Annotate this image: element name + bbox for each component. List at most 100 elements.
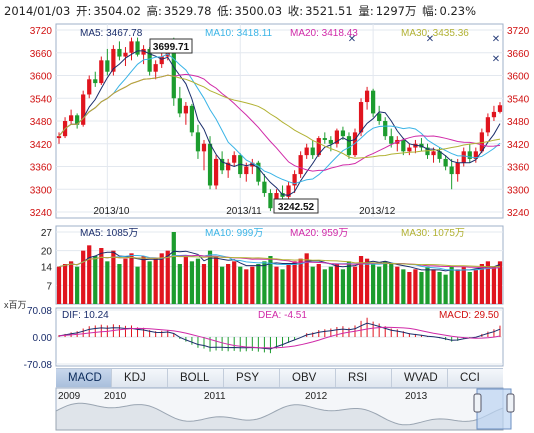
volume-bar [268, 256, 273, 304]
volume-bar [105, 261, 110, 304]
macd-dea-line [58, 326, 501, 349]
x-axis-label: 2013/12 [359, 206, 396, 217]
price-axis-right-tick: 3360 [507, 163, 530, 174]
tab-macd[interactable]: MACD [56, 369, 112, 387]
volume-bar [340, 269, 346, 304]
price-axis-right-tick: 3300 [507, 185, 530, 196]
volume-bar [431, 269, 436, 304]
volume-axis-tick: 27 [41, 228, 53, 239]
volume-bar [244, 269, 249, 304]
candle-body [232, 155, 237, 163]
price-axis-left-tick: 3360 [30, 163, 53, 174]
candle-body [292, 174, 297, 186]
candle-body [268, 193, 273, 209]
volume-bar [352, 266, 358, 304]
volume-bar [250, 266, 255, 304]
volume-bar [183, 256, 188, 304]
volume-bar [201, 264, 207, 304]
price-axis-right-tick: 3660 [507, 49, 530, 60]
volume-bar [449, 266, 454, 304]
volume-bar [304, 253, 309, 304]
candle-body [383, 121, 388, 137]
candle-body [461, 151, 466, 163]
price-ma-line [58, 74, 501, 159]
price-axis-right-tick: 3480 [507, 117, 530, 128]
price-axis-left-tick: 3720 [30, 26, 53, 37]
event-marker-icon: ✕ [426, 34, 434, 45]
candle-body [455, 162, 460, 175]
volume-axis-tick: 20 [41, 247, 53, 258]
macd-axis-tick: -70.08 [24, 360, 53, 371]
tab-boll[interactable]: BOLL [168, 369, 224, 387]
volume-bar [165, 250, 170, 304]
overview-left-handle[interactable] [473, 393, 482, 413]
candle-body [171, 45, 176, 99]
candle-body [117, 48, 122, 57]
volume-bar [195, 258, 201, 304]
volume-bar [99, 248, 104, 304]
candle-body [159, 56, 164, 65]
candle-body [244, 166, 249, 175]
tab-rsi[interactable]: RSI [336, 369, 392, 387]
tab-obv[interactable]: OBV [280, 369, 336, 387]
tab-cci[interactable]: CCI [460, 372, 480, 384]
x-axis-label: 2013/10 [93, 206, 130, 217]
tab-psy[interactable]: PSY [224, 369, 280, 387]
volume-bar [328, 266, 333, 304]
volume-bar [407, 272, 412, 304]
candle-body [286, 185, 291, 197]
volume-bar [310, 266, 315, 304]
price-ma-label: MA20: 3418.43 [290, 28, 358, 39]
annot-low-box [273, 198, 319, 214]
volume-bar [56, 266, 62, 304]
overview-range-selector[interactable] [476, 388, 512, 430]
candle-body [183, 105, 188, 114]
volume-ma-label: MA20: 959万 [290, 228, 348, 239]
candle-body [389, 136, 394, 144]
price-ma-line [58, 53, 501, 185]
volume-bar [443, 274, 448, 304]
volume-bar [322, 269, 327, 304]
volume-bar [153, 258, 158, 304]
overview-right-handle[interactable] [506, 393, 515, 413]
volume-bar [437, 272, 442, 304]
volume-bar [461, 266, 466, 304]
candle-body [407, 147, 412, 152]
macd-value-label: MACD: 29.50 [439, 310, 499, 321]
price-axis-left-tick: 3240 [30, 208, 53, 219]
change-value: 0.23% [439, 4, 477, 18]
candle-body [328, 139, 333, 144]
candle-body [220, 158, 225, 171]
volume-bar [479, 264, 484, 304]
candle-body [346, 136, 352, 156]
volume-bar [62, 264, 68, 304]
candle-body [449, 166, 454, 175]
tab-wvad[interactable]: WVAD [392, 369, 448, 387]
high-label: 高: [146, 4, 162, 18]
tab-kdj[interactable]: KDJ [112, 369, 168, 387]
volume-bar [123, 258, 128, 304]
quote-date: 2014/01/03 [4, 4, 71, 18]
candle-body [304, 147, 309, 156]
volume-bar [298, 258, 303, 304]
volume-bar [358, 256, 364, 304]
volume-bar [316, 264, 321, 304]
volume-bar [207, 250, 213, 304]
volume-label: 量: [358, 4, 374, 18]
volume-bar [117, 264, 122, 304]
annot-high-label: 3699.71 [153, 42, 190, 53]
candle-body [207, 143, 213, 186]
candle-body [473, 151, 478, 159]
volume-bar [473, 269, 478, 304]
candle-body [340, 130, 346, 137]
price-ma-line [58, 50, 501, 196]
volume-bar [256, 264, 261, 304]
price-axis-left-tick: 3300 [30, 185, 53, 196]
price-axis-left-tick: 3480 [30, 117, 53, 128]
candle-body [334, 130, 339, 144]
candle-body [147, 48, 152, 72]
volume-bar [238, 266, 243, 304]
price-axis-left-tick: 3420 [30, 140, 53, 151]
volume-bar [213, 256, 219, 304]
